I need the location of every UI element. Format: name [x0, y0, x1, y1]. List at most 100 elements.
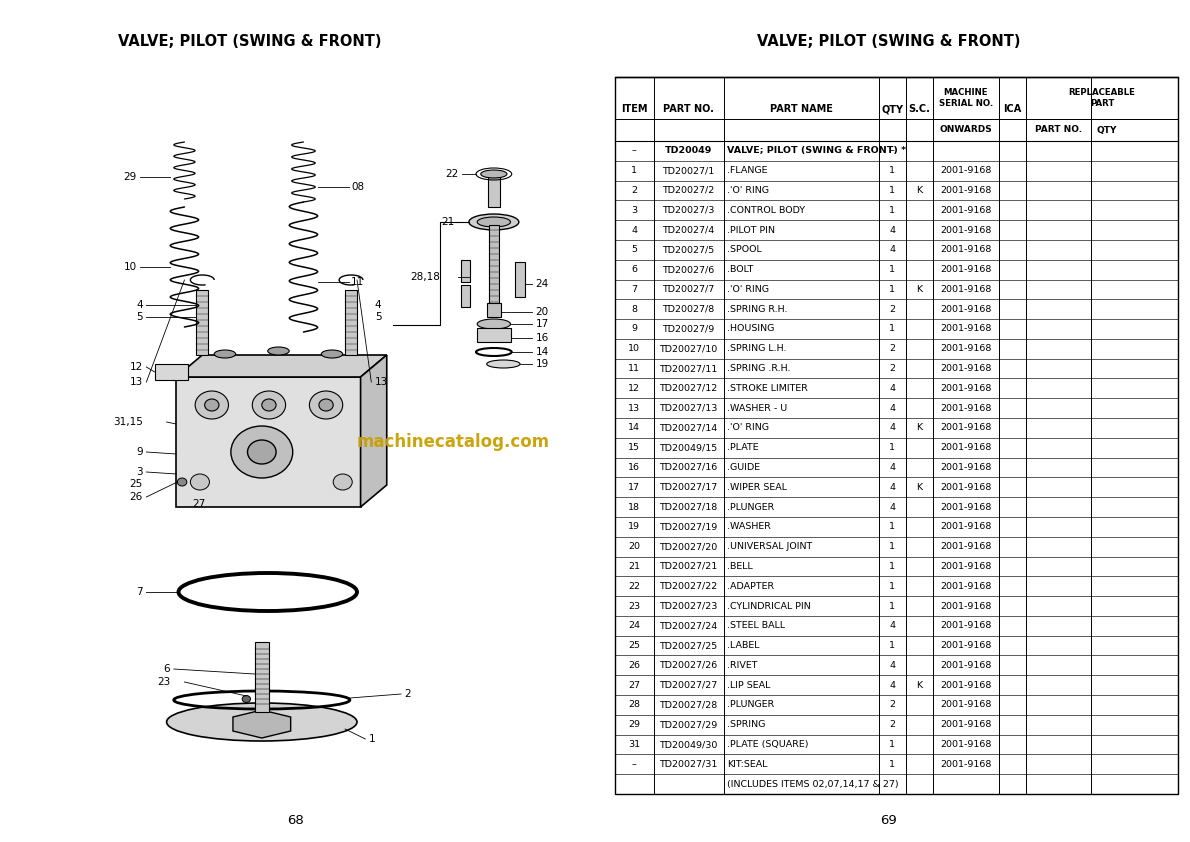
Text: 4: 4 — [889, 384, 895, 393]
Text: .BELL: .BELL — [727, 562, 753, 571]
Text: .CONTROL BODY: .CONTROL BODY — [727, 205, 806, 215]
Text: 5: 5 — [136, 312, 143, 322]
Text: TD20027/28: TD20027/28 — [659, 701, 718, 710]
Text: .WIPER SEAL: .WIPER SEAL — [727, 482, 788, 492]
Text: VALVE; PILOT (SWING & FRONT): VALVE; PILOT (SWING & FRONT) — [118, 35, 382, 50]
Text: 31,15: 31,15 — [113, 417, 143, 427]
Text: 4: 4 — [889, 403, 895, 413]
Text: 26: 26 — [130, 492, 143, 502]
Text: 08: 08 — [351, 182, 364, 192]
Text: –: – — [632, 147, 637, 156]
Text: 5: 5 — [375, 312, 382, 322]
Text: .SPRING .R.H.: .SPRING .R.H. — [727, 364, 791, 373]
Text: 31: 31 — [628, 740, 640, 749]
Text: 1: 1 — [889, 562, 895, 571]
Text: 20: 20 — [628, 542, 640, 552]
Text: 2001-9168: 2001-9168 — [940, 522, 991, 531]
Text: .STROKE LIMITER: .STROKE LIMITER — [727, 384, 808, 393]
Ellipse shape — [321, 350, 343, 358]
Text: .'O' RING: .'O' RING — [727, 285, 770, 294]
Text: .SPRING: .SPRING — [727, 720, 766, 729]
Text: TD20049: TD20049 — [665, 147, 713, 156]
Text: 4: 4 — [889, 482, 895, 492]
Text: 1: 1 — [889, 582, 895, 591]
Text: 28,18: 28,18 — [411, 272, 440, 282]
Text: 2001-9168: 2001-9168 — [940, 582, 991, 591]
Text: 25: 25 — [628, 641, 640, 650]
Text: K: K — [916, 186, 922, 195]
Text: TD20027/26: TD20027/26 — [659, 661, 718, 670]
Text: 2001-9168: 2001-9168 — [940, 285, 991, 294]
Text: 68: 68 — [287, 813, 303, 827]
Text: TD20027/14: TD20027/14 — [659, 424, 718, 433]
Bar — [487, 303, 501, 317]
Polygon shape — [233, 710, 290, 738]
Circle shape — [319, 399, 333, 411]
Text: –: – — [632, 759, 637, 769]
Text: 1: 1 — [889, 186, 895, 195]
Text: 4: 4 — [889, 226, 895, 235]
Text: 5: 5 — [632, 245, 638, 254]
Text: TD20027/25: TD20027/25 — [659, 641, 718, 650]
Ellipse shape — [469, 214, 519, 230]
Text: TD20027/27: TD20027/27 — [659, 680, 718, 690]
Text: 14: 14 — [628, 424, 640, 433]
Polygon shape — [361, 355, 387, 507]
Text: .STEEL BALL: .STEEL BALL — [727, 621, 785, 631]
Text: 2001-9168: 2001-9168 — [940, 740, 991, 749]
Bar — [461, 285, 470, 307]
Text: 2001-9168: 2001-9168 — [940, 384, 991, 393]
Text: VALVE; PILOT (SWING & FRONT): VALVE; PILOT (SWING & FRONT) — [757, 35, 1021, 50]
Text: TD20027/22: TD20027/22 — [659, 582, 718, 591]
Bar — [615, 77, 1178, 794]
Text: 23: 23 — [628, 601, 640, 610]
Text: 11: 11 — [351, 277, 364, 287]
Text: 9: 9 — [136, 447, 143, 457]
Circle shape — [248, 440, 276, 464]
Text: 17: 17 — [628, 482, 640, 492]
Text: TD20027/11: TD20027/11 — [659, 364, 718, 373]
Text: TD20027/12: TD20027/12 — [659, 384, 718, 393]
Text: TD20027/8: TD20027/8 — [663, 305, 715, 314]
Text: .WASHER - U: .WASHER - U — [727, 403, 788, 413]
Text: 19: 19 — [536, 359, 549, 369]
Text: 4: 4 — [889, 245, 895, 254]
Text: TD20027/18: TD20027/18 — [659, 503, 718, 512]
Text: 1: 1 — [889, 205, 895, 215]
Text: –: – — [890, 147, 895, 156]
Text: 10: 10 — [124, 262, 137, 272]
Text: 2001-9168: 2001-9168 — [940, 680, 991, 690]
Text: 16: 16 — [628, 463, 640, 472]
Text: .PLUNGER: .PLUNGER — [727, 701, 775, 710]
Ellipse shape — [268, 347, 289, 355]
Text: 15: 15 — [628, 443, 640, 452]
Text: 1: 1 — [889, 740, 895, 749]
Text: 8: 8 — [632, 305, 638, 314]
Text: 28: 28 — [628, 701, 640, 710]
Text: .GUIDE: .GUIDE — [727, 463, 760, 472]
Text: TD20027/29: TD20027/29 — [659, 720, 718, 729]
Text: 4: 4 — [889, 503, 895, 512]
Bar — [176, 377, 361, 507]
Text: 2: 2 — [889, 720, 895, 729]
Text: 2001-9168: 2001-9168 — [940, 265, 991, 274]
Text: 3: 3 — [136, 467, 143, 477]
Text: 2001-9168: 2001-9168 — [940, 226, 991, 235]
Bar — [488, 177, 500, 207]
Text: REPLACEABLE
PART: REPLACEABLE PART — [1069, 88, 1135, 108]
Text: KIT:SEAL: KIT:SEAL — [727, 759, 768, 769]
Text: 2001-9168: 2001-9168 — [940, 562, 991, 571]
Text: 2001-9168: 2001-9168 — [940, 205, 991, 215]
Text: 26: 26 — [628, 661, 640, 670]
Text: 2001-9168: 2001-9168 — [940, 344, 991, 354]
Text: 22: 22 — [445, 169, 458, 179]
Text: 10: 10 — [628, 344, 640, 354]
Ellipse shape — [214, 350, 236, 358]
Text: 2001-9168: 2001-9168 — [940, 186, 991, 195]
Text: 4: 4 — [889, 621, 895, 631]
Circle shape — [243, 695, 250, 702]
Text: TD20049/15: TD20049/15 — [659, 443, 718, 452]
Text: 4: 4 — [375, 300, 382, 310]
Text: .PLATE (SQUARE): .PLATE (SQUARE) — [727, 740, 809, 749]
Text: 4: 4 — [136, 300, 143, 310]
